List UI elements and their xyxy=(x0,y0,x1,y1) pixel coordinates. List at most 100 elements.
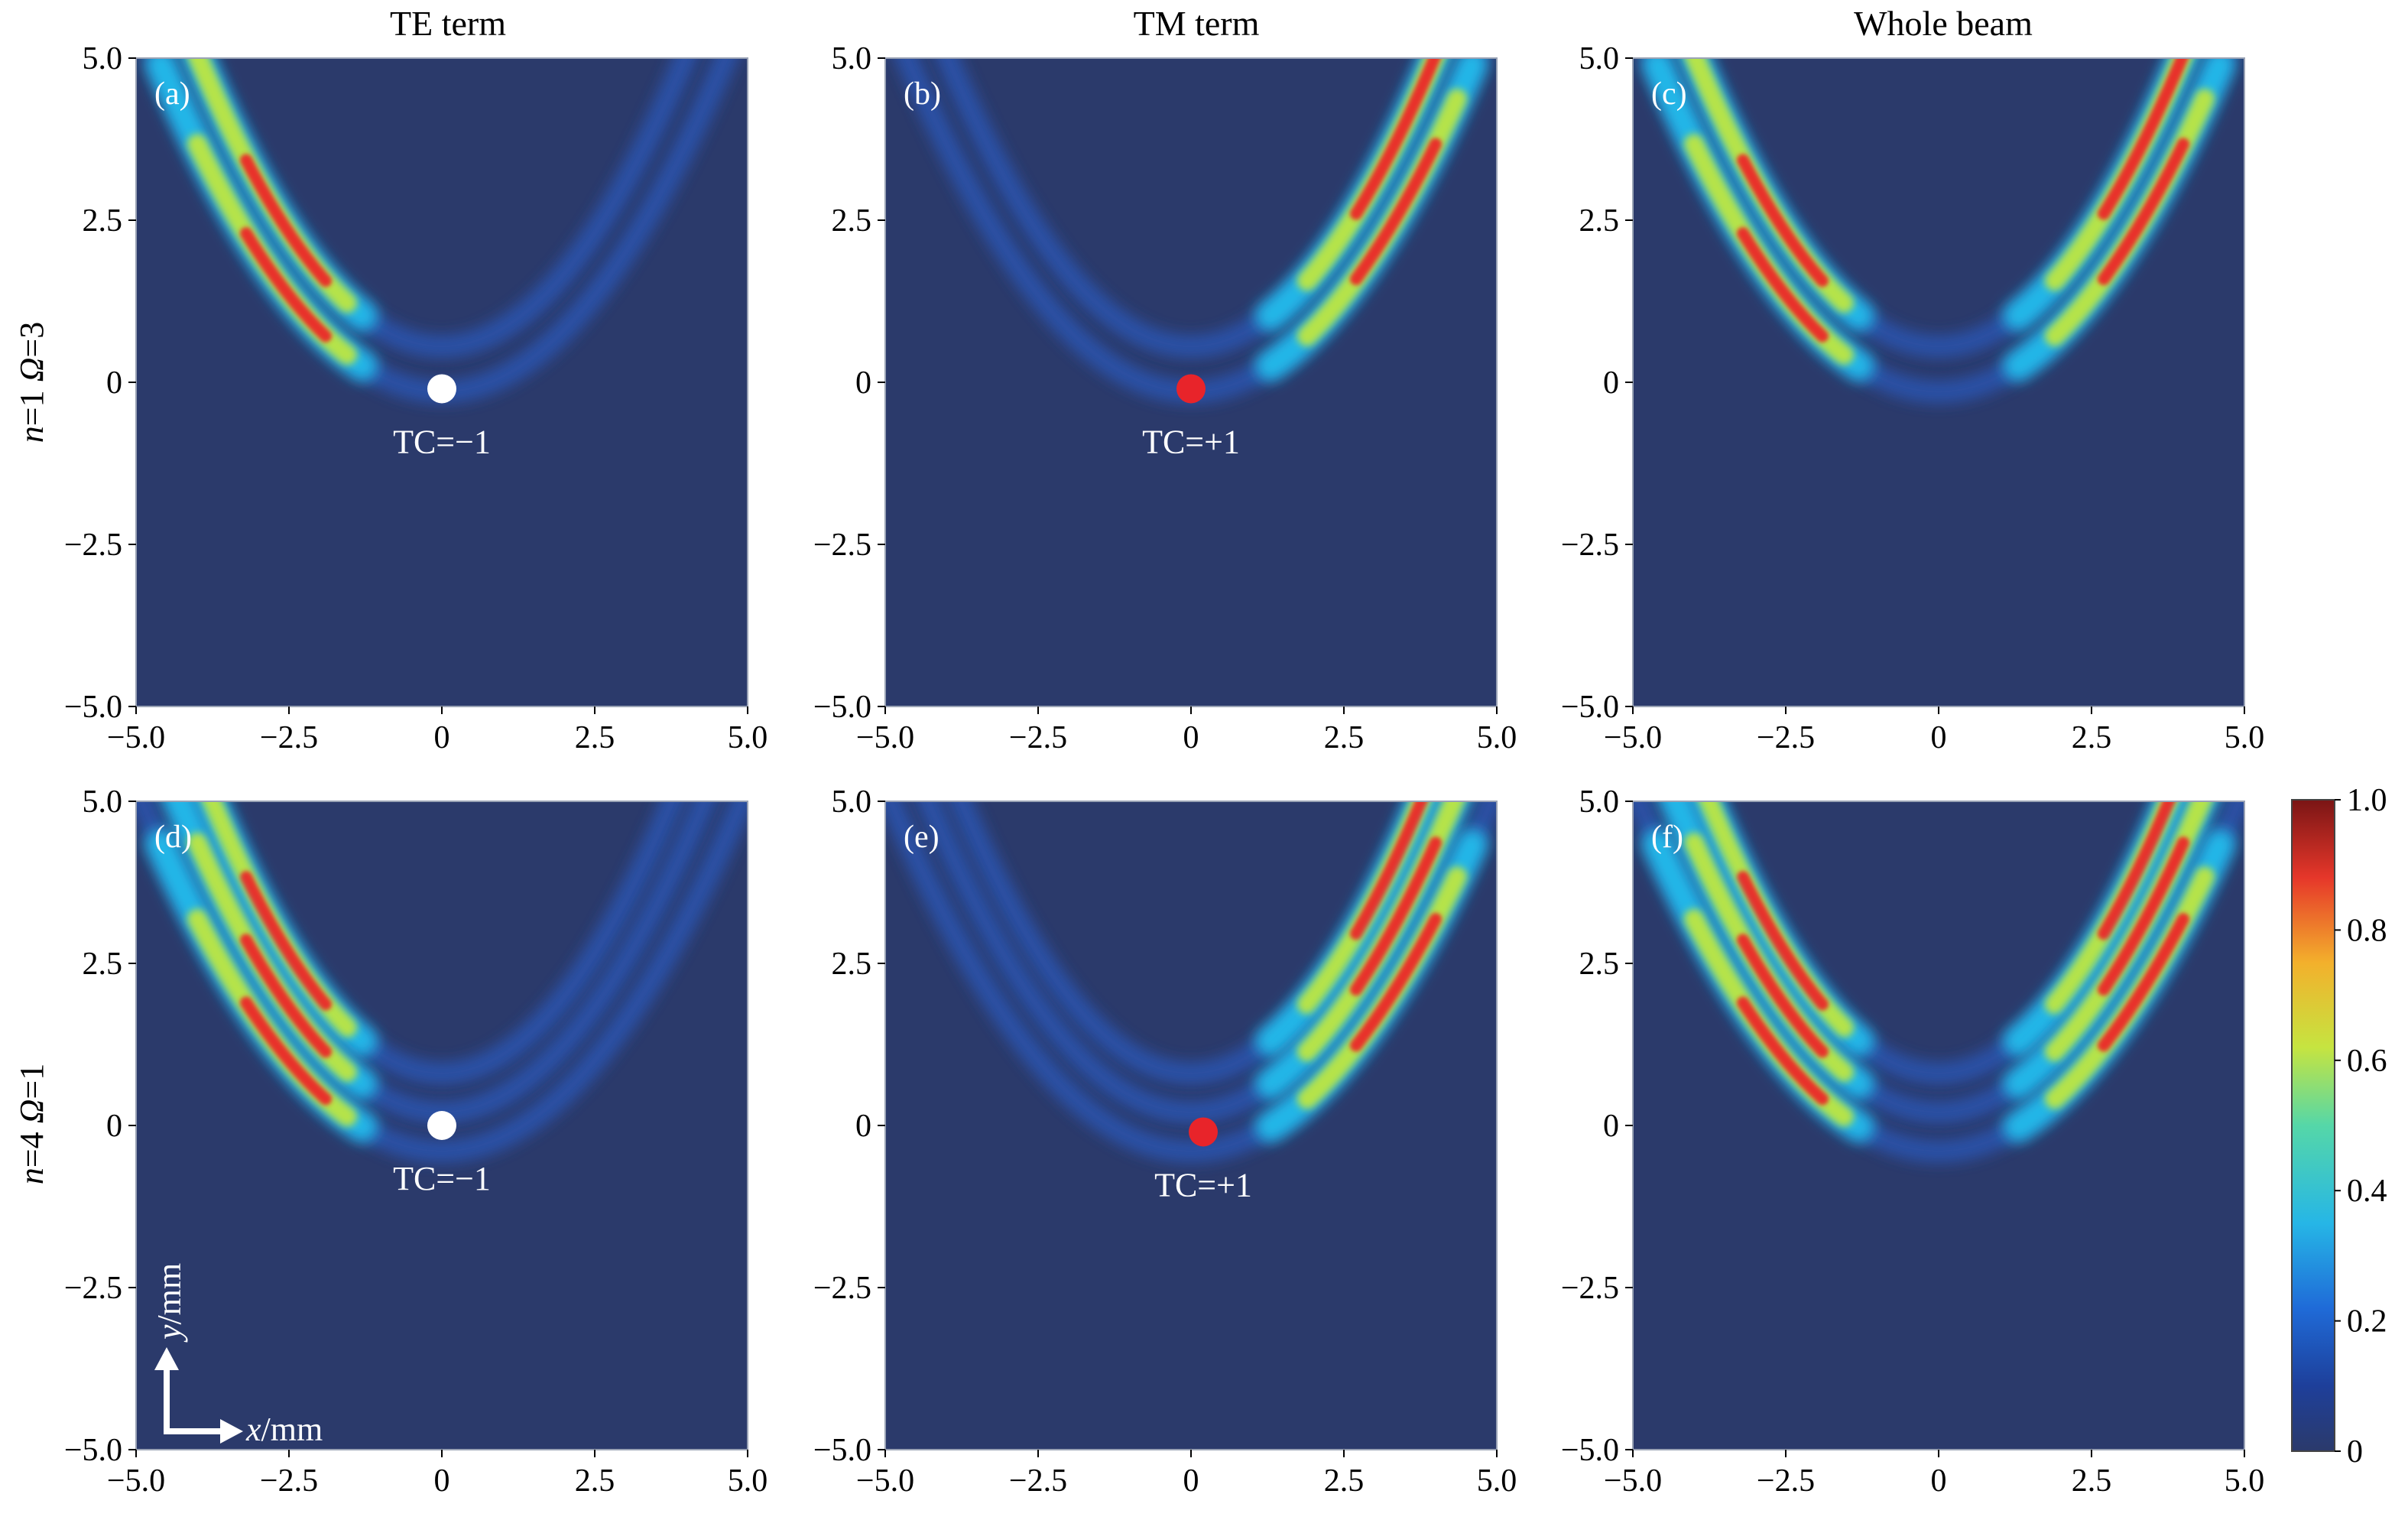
x-tick-label: 5.0 xyxy=(1477,1463,1517,1499)
singularity-marker xyxy=(1189,1117,1218,1147)
row-label-1-n: n xyxy=(13,426,50,443)
y-tick-label: −5.0 xyxy=(1561,690,1619,725)
colorbar-tick-label: 0.8 xyxy=(2347,913,2387,948)
column-title-whole: Whole beam xyxy=(1854,4,2033,43)
y-tick-label: 5.0 xyxy=(83,41,123,76)
colorbar-tick-label: 0.6 xyxy=(2347,1044,2387,1079)
row-label-1-omega-val: =3 xyxy=(13,322,50,358)
panel-label: (a) xyxy=(154,76,190,112)
x-tick-label: 2.5 xyxy=(2072,1463,2112,1499)
beam-intensity xyxy=(136,801,748,1163)
y-tick-label: 2.5 xyxy=(832,203,872,239)
y-tick-label: −2.5 xyxy=(1561,1271,1619,1306)
x-tick-label: 2.5 xyxy=(1324,1463,1365,1499)
beam-lobe-core xyxy=(240,154,332,287)
x-tick-label: −2.5 xyxy=(1757,1463,1815,1499)
column-title-te: TE term xyxy=(390,4,506,43)
y-tick-label: −2.5 xyxy=(813,1271,871,1306)
row-label-2-omega: Ω xyxy=(13,1099,50,1124)
x-tick-label: 2.5 xyxy=(1324,720,1365,755)
panel-b: (b) −5.0 −2.5 0 2.5 5.0 −5.0 −2.5 0 2.5 5.0 TC=+1 xyxy=(813,41,1517,755)
x-tick-label: −2.5 xyxy=(260,720,318,755)
y-tick-label: −2.5 xyxy=(1561,528,1619,563)
svg-text:n=4 Ω=1: n=4 Ω=1 xyxy=(13,1064,50,1184)
beam-lobe-core xyxy=(1737,871,1829,1011)
y-tick-label: 2.5 xyxy=(83,203,123,239)
beam-intensity xyxy=(885,801,1497,1163)
x-indicator-label: x xyxy=(245,1411,261,1448)
y-tick-label: 5.0 xyxy=(83,784,123,820)
y-tick-label: 0 xyxy=(106,365,122,401)
row-label-2-omega-val: =1 xyxy=(13,1064,50,1099)
singularity-marker xyxy=(427,1111,456,1140)
beam-lobe-core xyxy=(1737,154,1829,287)
x-tick-label: −5.0 xyxy=(1604,1463,1662,1499)
topological-charge-label: TC=−1 xyxy=(393,1160,491,1197)
y-tick-label: 0 xyxy=(855,365,871,401)
colorbar-tick-label: 0 xyxy=(2347,1434,2363,1470)
y-tick-label: 5.0 xyxy=(1579,41,1620,76)
row-label-1-omega: Ω xyxy=(13,358,50,382)
panel-f: (f) −5.0 −2.5 0 2.5 5.0 −5.0 −2.5 0 2.5 5.0 xyxy=(1561,784,2265,1499)
y-tick-label: 0 xyxy=(106,1109,122,1144)
x-arrow-icon xyxy=(220,1419,243,1444)
row-label-2: n=4 Ω=1 xyxy=(13,1064,50,1184)
x-tick-label: 0 xyxy=(1183,1463,1199,1499)
row-label-1-n-val: =1 xyxy=(13,382,50,426)
colorbar-tick-label: 0.2 xyxy=(2347,1304,2387,1340)
y-indicator-label: y xyxy=(151,1324,188,1343)
panel-a: (a) −5.0 −2.5 0 2.5 5.0 −5.0 −2.5 0 2.5 5.0 TC=−1 xyxy=(64,41,768,755)
beam-lobe-core xyxy=(2098,801,2176,940)
y-tick-label: −5.0 xyxy=(813,1433,871,1468)
x-tick-label: −5.0 xyxy=(107,720,165,755)
beam-lobe-core xyxy=(1350,58,1442,220)
beam-lobe-core xyxy=(2098,836,2189,996)
beam-lobe-core xyxy=(1350,801,1429,940)
singularity-marker xyxy=(1176,374,1206,404)
y-tick-label: −5.0 xyxy=(64,1433,122,1468)
x-tick-label: −5.0 xyxy=(107,1463,165,1499)
y-tick-label: 0 xyxy=(855,1109,871,1144)
beam-lobe-core xyxy=(1350,138,1442,285)
y-tick-label: −5.0 xyxy=(64,690,122,725)
panel-e: (e) −5.0 −2.5 0 2.5 5.0 −5.0 −2.5 0 2.5 5.0 TC=+1 xyxy=(813,784,1517,1499)
topological-charge-label: TC=−1 xyxy=(393,423,491,460)
column-title-tm: TM term xyxy=(1134,4,1260,43)
row-label-1: n=1 Ω=3 xyxy=(13,322,50,443)
x-tick-label: 2.5 xyxy=(575,720,615,755)
panel-label: (e) xyxy=(904,820,940,855)
y-tick-label: −2.5 xyxy=(813,528,871,563)
x-tick-label: 5.0 xyxy=(2225,720,2265,755)
svg-text:x/mm: x/mm xyxy=(245,1411,323,1448)
beam-lobe-core xyxy=(2098,138,2189,285)
y-indicator-unit: /mm xyxy=(151,1263,188,1325)
colorbar: 0 0.2 0.4 0.6 0.8 1.0 xyxy=(2291,783,2387,1470)
singularity-marker xyxy=(427,374,456,404)
y-tick-label: −2.5 xyxy=(64,1271,122,1306)
x-tick-label: 5.0 xyxy=(2225,1463,2265,1499)
beam-lobe-core xyxy=(240,227,332,343)
panel-c: (c) −5.0 −2.5 0 2.5 5.0 −5.0 −2.5 0 2.5 5.0 xyxy=(1561,41,2265,755)
beam-lobe-core xyxy=(1737,934,1829,1058)
colorbar-tick-label: 0.4 xyxy=(2347,1174,2387,1209)
axis-indicator: x/mm y/mm xyxy=(151,1263,323,1448)
x-tick-label: 2.5 xyxy=(575,1463,615,1499)
y-tick-label: 2.5 xyxy=(832,947,872,982)
beam-lobe-core xyxy=(240,871,332,1011)
beam-lobe-core xyxy=(2098,913,2189,1052)
panel-label: (f) xyxy=(1651,820,1683,855)
x-tick-label: 0 xyxy=(1183,720,1199,755)
y-tick-label: 0 xyxy=(1603,1109,1619,1144)
topological-charge-label: TC=+1 xyxy=(1142,423,1240,460)
beam-lobe-core xyxy=(2098,58,2189,220)
beam-lobe-core xyxy=(1737,227,1829,343)
beam-lobe-core xyxy=(1350,836,1442,996)
x-tick-label: 2.5 xyxy=(2072,720,2112,755)
beam-lobe-core xyxy=(240,996,332,1106)
beam-intensity xyxy=(1633,801,2244,1163)
x-tick-label: −5.0 xyxy=(856,1463,914,1499)
x-tick-label: 5.0 xyxy=(1477,720,1517,755)
y-tick-label: −5.0 xyxy=(1561,1433,1619,1468)
panel-label: (c) xyxy=(1651,76,1687,112)
